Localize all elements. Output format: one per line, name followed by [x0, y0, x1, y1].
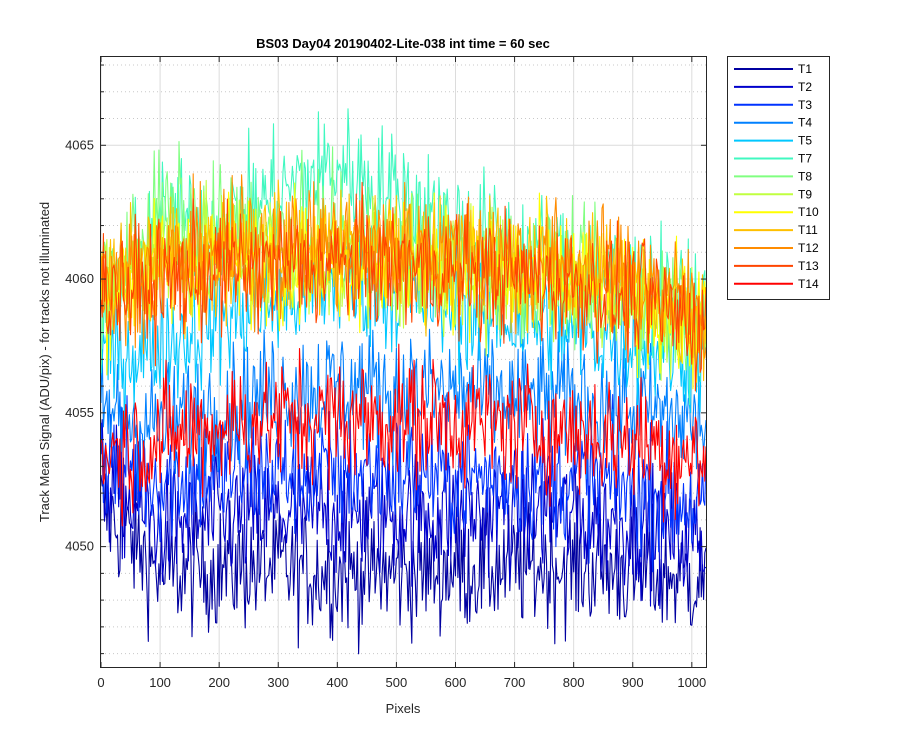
legend-label-t11: T11 — [798, 223, 818, 237]
legend-box — [727, 56, 830, 300]
legend-label-t5: T5 — [798, 134, 812, 148]
legend-label-t9: T9 — [798, 187, 812, 201]
series-line-t12 — [101, 173, 706, 359]
x-axis-label: Pixels — [386, 701, 421, 716]
series-line-t2 — [101, 419, 706, 610]
y-tick-label: 4050 — [65, 539, 94, 554]
chart-title: BS03 Day04 20190402-Lite-038 int time = … — [256, 36, 550, 51]
legend-label-t3: T3 — [798, 98, 812, 112]
x-tick-label: 600 — [445, 675, 467, 690]
axes-box — [100, 56, 707, 668]
legend-label-t13: T13 — [798, 259, 819, 273]
y-tick-label: 4065 — [65, 137, 94, 152]
legend: T1 T2 T3 T4 T5 T7 T8 T9 T10 T11 T12 T13 T14 — [727, 56, 830, 300]
legend-items: T1 T2 T3 T4 T5 T7 T8 T9 T10 T11 T12 T13 T14 — [734, 62, 819, 291]
x-tick-label: 700 — [504, 675, 526, 690]
x-tick-label: 400 — [326, 675, 348, 690]
legend-label-t14: T14 — [798, 277, 819, 291]
ticks: 0 100 200 300 400 500 600 700 800 900 1000 4050 4055… — [65, 57, 706, 690]
x-tick-label: 300 — [267, 675, 289, 690]
x-tick-label: 500 — [386, 675, 408, 690]
legend-label-t10: T10 — [798, 205, 819, 219]
x-tick-label: 0 — [97, 675, 104, 690]
x-tick-label: 900 — [622, 675, 644, 690]
y-tick-label: 4060 — [65, 271, 94, 286]
legend-label-t7: T7 — [798, 152, 812, 166]
y-axis-label: Track Mean Signal (ADU/pix) - for tracks… — [37, 202, 52, 522]
legend-label-t4: T4 — [798, 116, 812, 130]
series-line-t14 — [101, 343, 706, 527]
x-tick-label: 200 — [208, 675, 230, 690]
legend-label-t8: T8 — [798, 169, 812, 183]
x-tick-label: 800 — [563, 675, 585, 690]
legend-label-t1: T1 — [798, 62, 812, 76]
x-tick-label: 100 — [149, 675, 171, 690]
x-tick-label: 1000 — [677, 675, 706, 690]
legend-label-t2: T2 — [798, 80, 812, 94]
series-layer — [101, 108, 706, 655]
y-tick-label: 4055 — [65, 405, 94, 420]
legend-label-t12: T12 — [798, 241, 819, 255]
series-line-t13 — [101, 181, 706, 392]
series-line-t7 — [101, 108, 706, 406]
